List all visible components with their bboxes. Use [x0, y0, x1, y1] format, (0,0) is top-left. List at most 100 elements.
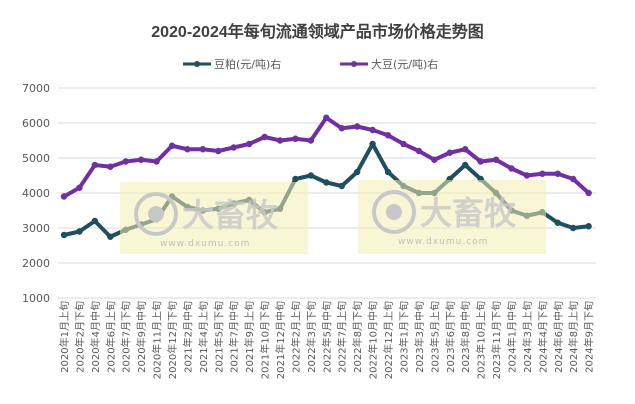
data-point [184, 146, 191, 153]
x-tick-label: 2022年10月中旬 [367, 301, 380, 379]
x-tick-label: 2022年12月上旬 [382, 301, 395, 379]
watermark-logo-icon [134, 192, 178, 236]
data-point [168, 142, 176, 149]
watermark-logo-dot-icon [148, 206, 164, 222]
y-tick-label: 2000 [22, 257, 50, 270]
x-tick-label: 2020年1月上旬 [58, 301, 71, 373]
x-tick-label: 2021年5月下旬 [212, 301, 225, 373]
data-point [107, 163, 114, 170]
data-point [569, 175, 577, 183]
x-tick-label: 2024年6月中旬 [552, 301, 565, 373]
x-tick-label: 2020年4月中旬 [89, 301, 102, 373]
data-point [76, 184, 83, 191]
data-point [323, 179, 330, 186]
data-point [384, 168, 392, 176]
legend-marker-soybean-icon [340, 61, 368, 67]
x-tick-label: 2022年7月上旬 [336, 301, 349, 373]
data-point [508, 165, 515, 172]
x-tick-label: 2020年6月上旬 [104, 301, 117, 373]
data-point [369, 126, 376, 134]
x-tick-label: 2023年8月中旬 [459, 301, 472, 373]
x-tick-label: 2021年4月上旬 [197, 301, 210, 373]
watermark-brand: 大畜牧 [182, 196, 279, 234]
data-point [261, 133, 268, 141]
data-point [60, 193, 68, 200]
data-point [307, 137, 315, 144]
y-tick-label: 3000 [22, 222, 50, 235]
legend-item-soybean: 大豆(元/吨)右 [340, 56, 438, 72]
data-point [60, 231, 68, 239]
y-tick-label: 7000 [22, 82, 50, 95]
x-tick-label: 2024年9月下旬 [583, 301, 596, 373]
data-point [554, 170, 561, 177]
data-point [307, 172, 315, 179]
data-point [461, 161, 469, 169]
x-tick-label: 2022年3月下旬 [305, 301, 318, 373]
data-point [539, 170, 546, 177]
series-soybean [60, 114, 592, 200]
x-tick-label: 2020年11月上旬 [151, 301, 164, 379]
legend-item-soymeal: 豆粕(元/吨)右 [183, 56, 281, 72]
data-point [107, 233, 114, 240]
data-point [338, 182, 345, 190]
y-tick-label: 6000 [22, 117, 50, 130]
watermark-logo-dot-icon [386, 204, 402, 220]
x-tick-label: 2021年12月中旬 [274, 301, 287, 379]
x-tick-label: 2021年7月中旬 [228, 301, 241, 373]
x-tick-label: 2024年4月下旬 [536, 301, 549, 373]
x-tick-label: 2021年10月下旬 [259, 301, 272, 379]
x-tick-label: 2020年12月下旬 [166, 301, 179, 379]
x-tick-label: 2024年3月上旬 [521, 301, 534, 373]
data-point [230, 144, 237, 151]
data-point [76, 228, 83, 235]
data-point [523, 172, 531, 179]
data-point [585, 189, 592, 197]
y-tick-label: 5000 [22, 152, 50, 165]
legend-marker-soymeal-icon [183, 61, 211, 67]
data-point [353, 123, 361, 130]
x-tick-label: 2020年9月中旬 [135, 301, 148, 373]
x-tick-label: 2023年1月下旬 [397, 301, 410, 373]
data-point [276, 137, 284, 144]
data-point [415, 147, 423, 155]
x-tick-label: 2022年2月上旬 [289, 301, 302, 373]
x-tick-label: 2021年2月中旬 [181, 301, 194, 373]
watermark-logo-icon [372, 190, 416, 234]
data-point [137, 156, 145, 163]
x-tick-label: 2022年5月中旬 [320, 301, 333, 373]
data-point [369, 140, 376, 148]
data-point [400, 140, 407, 148]
data-point [292, 175, 299, 183]
data-point [323, 114, 330, 121]
x-tick-label: 2021年9月上旬 [243, 301, 256, 373]
x-tick-label: 2023年3月中旬 [413, 301, 426, 373]
x-tick-label: 2020年2月下旬 [73, 301, 86, 373]
watermark: 大畜牧 www.dxumu.com 大畜牧 www.dxumu.com [120, 180, 546, 254]
x-tick-label: 2024年1月中旬 [505, 301, 518, 373]
x-tick-label: 2020年7月下旬 [120, 301, 133, 373]
x-tick-label: 2023年11月下旬 [490, 301, 503, 379]
data-point [446, 149, 453, 156]
watermark-url: www.dxumu.com [160, 239, 250, 249]
legend-label-soymeal: 豆粕(元/吨)右 [214, 58, 282, 71]
data-point [91, 161, 99, 169]
data-point [384, 132, 392, 139]
data-point [292, 135, 299, 142]
data-point [554, 219, 561, 226]
legend-label-soybean: 大豆(元/吨)右 [371, 58, 439, 71]
data-point [91, 217, 99, 225]
data-point [245, 140, 253, 148]
data-point [431, 156, 438, 163]
chart-title: 2020-2024年每旬流通领域产品市场价格走势图 [151, 24, 484, 41]
data-point [492, 156, 500, 163]
x-tick-label: 2023年10月上旬 [475, 301, 488, 379]
data-point [153, 158, 160, 165]
watermark-brand: 大畜牧 [420, 194, 517, 232]
data-point [569, 224, 577, 232]
x-tick-label: 2023年6月下旬 [444, 301, 457, 373]
data-point [461, 146, 469, 153]
y-tick-label: 1000 [22, 292, 50, 305]
watermark-url: www.dxumu.com [398, 237, 488, 247]
data-point [338, 125, 345, 132]
y-tick-label: 4000 [22, 187, 50, 200]
